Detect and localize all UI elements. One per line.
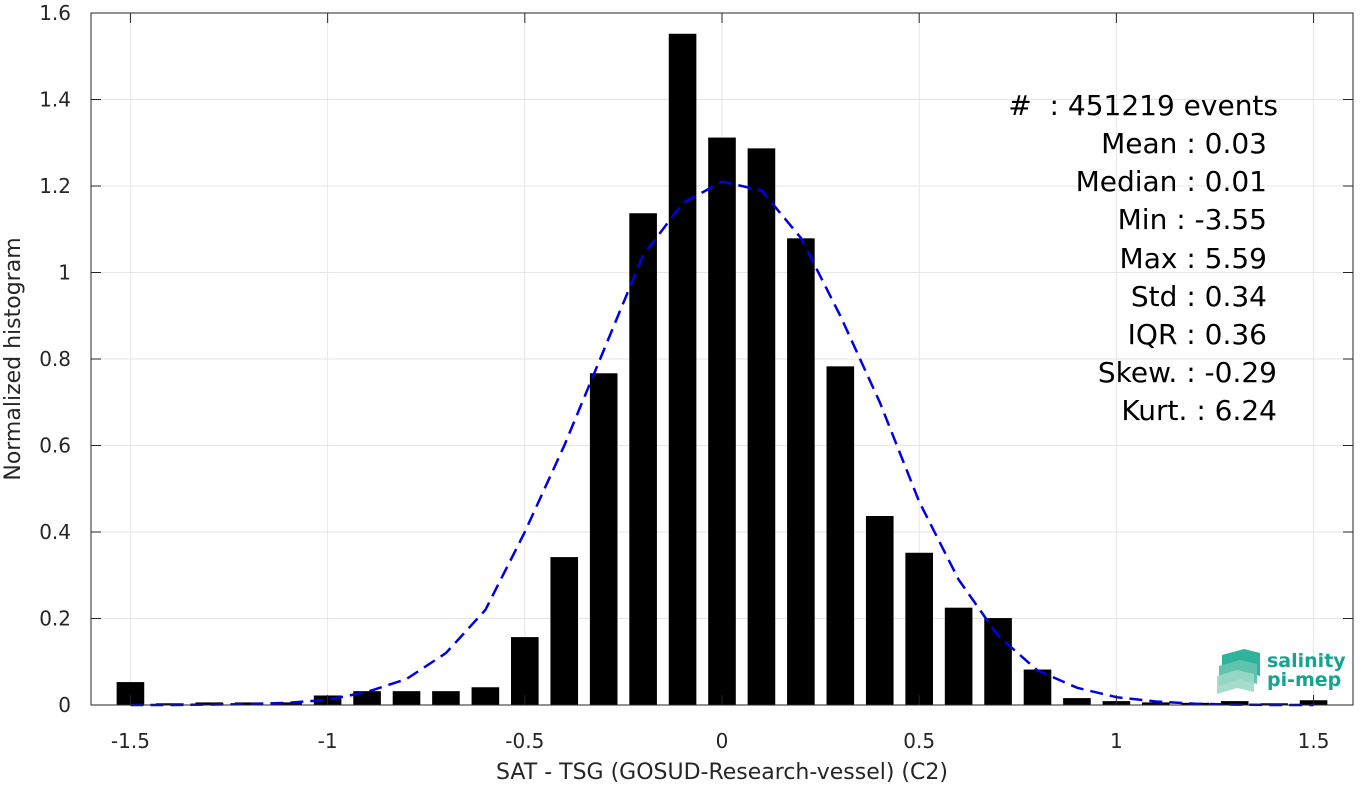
logo-text-pimep: pi-mep [1267,669,1341,691]
histogram-bar [629,213,657,705]
x-axis-ticks: -1.5 -1 -0.5 0 0.5 1 1.5 [111,13,1330,753]
histogram-bar [471,687,500,705]
stats-box: # : 451219 events Mean : 0.03 Median : 0… [1008,89,1278,427]
x-tick-label: 0.5 [903,729,935,753]
x-tick-label: -1.5 [111,729,150,753]
histogram-bar [156,703,184,705]
histogram-bar [195,702,224,705]
y-tick-label: 1 [58,261,71,285]
histogram-bar [274,702,302,705]
histogram-bar [511,637,539,705]
histogram-bar [116,682,145,705]
histogram-bar [865,515,894,705]
histogram-bar [944,607,973,705]
histogram-bar [747,148,776,705]
y-tick-label: 1.4 [39,88,71,112]
y-tick-label: 1.2 [39,174,71,198]
y-tick-label: 0.6 [39,434,71,458]
wave-logo-icon [1217,649,1260,694]
x-tick-label: -1 [318,729,338,753]
x-tick-label: -0.5 [505,729,544,753]
histogram-bar [550,557,579,705]
x-axis-title: SAT - TSG (GOSUD-Research-vessel) (C2) [496,760,948,785]
stats-median: Median : 0.01 [1076,165,1267,198]
stats-kurt: Kurt. : 6.24 [1121,394,1277,427]
y-tick-label: 0.4 [39,520,71,544]
histogram-bar [668,33,697,705]
stats-mean: Mean : 0.03 [1101,127,1267,160]
histogram-bar [432,691,460,705]
stats-std: Std : 0.34 [1131,280,1267,313]
salinity-pimep-logo: salinity pi-mep [1217,649,1346,694]
y-tick-label: 0.2 [39,607,71,631]
y-tick-label: 1.6 [39,1,71,25]
x-tick-label: 1 [1110,729,1123,753]
stats-iqr: IQR : 0.36 [1128,318,1267,351]
y-tick-label: 0 [58,693,71,717]
x-tick-label: 0 [716,729,729,753]
x-tick-label: 1.5 [1298,729,1330,753]
histogram-bar [708,137,736,705]
y-axis-ticks: 0 0.2 0.4 0.6 0.8 1 1.2 1.4 1.6 [39,1,1353,717]
histogram-bar [1023,669,1052,705]
logo-text-salinity: salinity [1267,650,1346,672]
histogram-bar [984,618,1012,705]
histogram-bar [589,373,618,705]
histogram-bar [905,552,933,705]
histogram-bar [1220,701,1249,705]
y-axis-title: Normalized histogram [1,237,26,480]
histogram-bar [234,702,263,705]
histogram-bar [1063,698,1091,705]
stats-skew: Skew. : -0.29 [1098,356,1277,389]
stats-min: Min : -3.55 [1118,203,1267,236]
stats-events: # : 451219 events [1008,89,1278,122]
histogram-bar [1142,702,1170,705]
stats-max: Max : 5.59 [1120,242,1267,275]
histogram-bar [826,366,855,705]
histogram-bar [787,238,815,705]
histogram-bar [392,691,421,705]
y-tick-label: 0.8 [39,347,71,371]
